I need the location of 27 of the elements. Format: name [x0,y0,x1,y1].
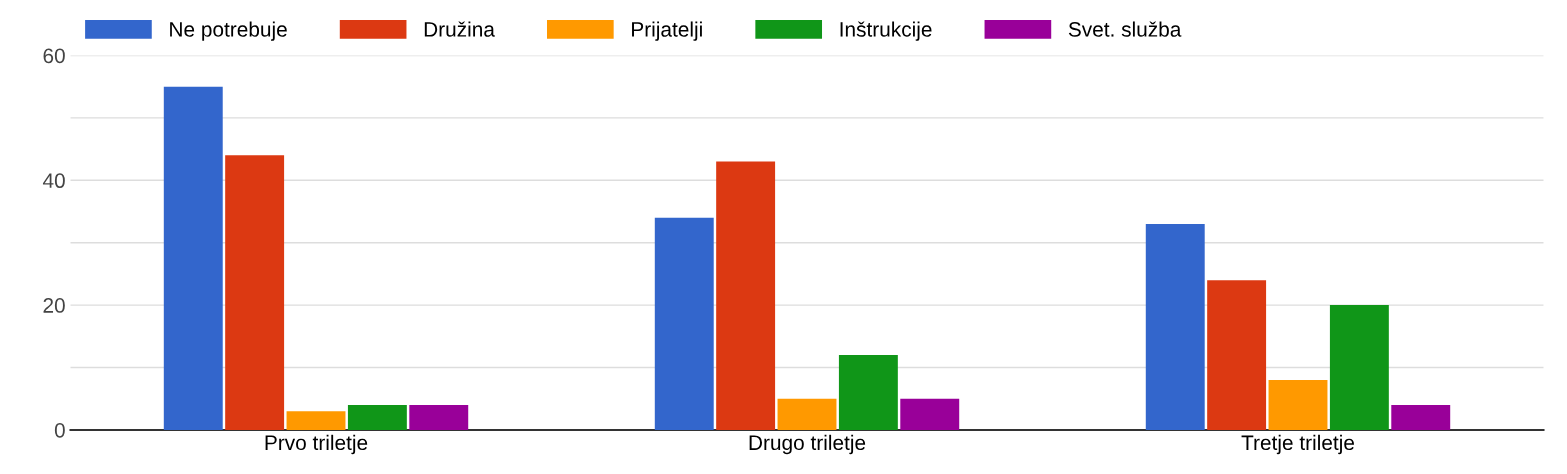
y-tick-label: 20 [43,298,65,313]
bar [838,355,898,430]
x-tick-label: Drugo triletje [749,434,866,455]
bar [163,86,223,430]
bar [777,398,837,430]
bar [225,155,285,430]
bar [347,404,407,430]
y-tick-label: 60 [43,48,65,64]
x-tick-label: Tretje triletje [1241,434,1354,455]
bar [1329,305,1389,430]
bar [1391,404,1451,430]
bar [900,398,960,430]
x-tick-label: Prvo triletje [265,434,368,455]
legend-label: Inštrukcije [840,21,932,41]
legend-label: Prijatelji [632,21,702,41]
bar [286,411,346,430]
y-tick-label: 40 [42,173,65,189]
legend-label: Ne potrebuje [170,21,287,41]
bar [1207,280,1267,430]
bar [654,217,714,430]
legend-label: Družina [424,21,495,37]
legend-label: Svet. služba [1068,21,1182,37]
bar [409,404,469,430]
bar [716,161,776,430]
bar [1145,223,1205,430]
bar [1268,379,1328,430]
y-tick-label: 0 [54,422,65,438]
